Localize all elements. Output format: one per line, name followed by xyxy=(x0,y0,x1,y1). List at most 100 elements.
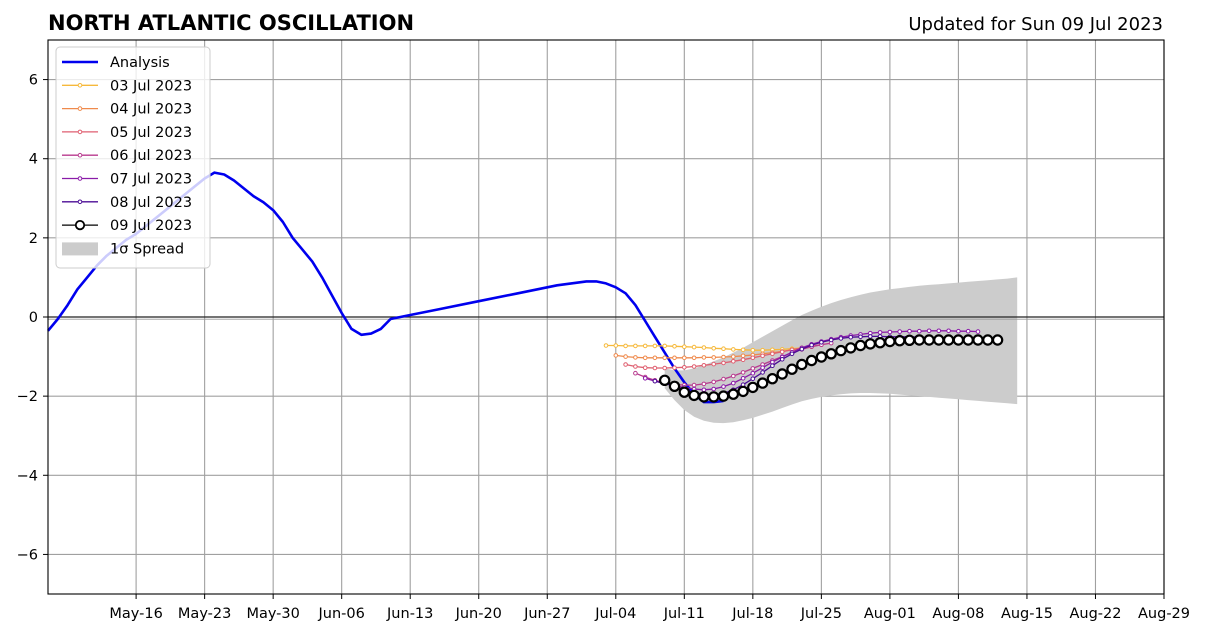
forecast-point xyxy=(874,337,886,349)
legend-label: 06 Jul 2023 xyxy=(110,148,192,164)
forecast-point xyxy=(799,346,805,352)
forecast-point xyxy=(750,366,756,371)
legend-marker xyxy=(77,83,83,88)
forecast-point xyxy=(633,355,638,360)
y-tick-label: 0 xyxy=(29,310,38,326)
forecast-point xyxy=(652,355,658,361)
forecast-point xyxy=(740,376,746,381)
forecast-point xyxy=(750,370,756,376)
forecast-point xyxy=(926,328,932,334)
forecast-point xyxy=(933,334,945,346)
forecast-point xyxy=(721,360,726,366)
legend-label: 1σ Spread xyxy=(110,241,184,257)
forecast-point xyxy=(740,347,746,353)
forecast-point xyxy=(972,334,984,346)
forecast-point xyxy=(633,370,638,376)
forecast-point xyxy=(652,378,658,384)
x-tick-label: May-30 xyxy=(246,606,299,622)
legend-label: 05 Jul 2023 xyxy=(110,125,192,141)
forecast-point xyxy=(701,363,707,368)
forecast-point xyxy=(721,346,726,352)
forecast-point xyxy=(952,334,965,346)
forecast-point xyxy=(711,355,717,360)
forecast-point xyxy=(711,346,717,351)
forecast-point xyxy=(642,343,648,349)
legend-entry: 06 Jul 2023 xyxy=(62,148,192,164)
forecast-point xyxy=(750,376,756,382)
forecast-point xyxy=(672,344,677,349)
forecast-point xyxy=(770,351,775,357)
forecast-point xyxy=(740,353,746,359)
forecast-point xyxy=(701,345,707,350)
legend: Analysis 03 Jul 2023 04 Jul 2023 05 Jul 202… xyxy=(55,46,211,269)
forecast-point xyxy=(923,334,935,346)
legend-entry: 08 Jul 2023 xyxy=(62,195,192,211)
forecast-point xyxy=(659,374,671,386)
forecast-point xyxy=(760,347,765,353)
x-tick-label: Jul-04 xyxy=(594,606,636,622)
forecast-point xyxy=(652,365,658,371)
x-tick-label: May-16 xyxy=(109,606,162,622)
forecast-point xyxy=(662,343,668,349)
forecast-point xyxy=(731,347,736,352)
legend-label: 04 Jul 2023 xyxy=(110,102,192,118)
forecast-point xyxy=(819,340,824,345)
forecast-point xyxy=(633,343,638,349)
forecast-point xyxy=(913,334,926,346)
forecast-point xyxy=(691,355,697,361)
forecast-point xyxy=(711,379,717,385)
forecast-point xyxy=(701,355,707,360)
forecast-point xyxy=(965,328,971,334)
forecast-point xyxy=(711,361,717,367)
forecast-point xyxy=(887,329,893,335)
x-tick-label: Aug-22 xyxy=(1069,606,1121,622)
forecast-point xyxy=(760,370,765,375)
forecast-point xyxy=(740,357,746,363)
forecast-point xyxy=(750,355,756,361)
legend-marker xyxy=(77,152,83,158)
legend-label: Analysis xyxy=(110,55,170,71)
forecast-point xyxy=(756,377,769,389)
forecast-point xyxy=(848,334,854,340)
forecast-point xyxy=(917,328,922,334)
forecast-point xyxy=(854,339,867,352)
forecast-point xyxy=(805,354,818,367)
forecast-point xyxy=(786,363,798,375)
forecast-point xyxy=(642,355,648,361)
forecast-point xyxy=(825,348,837,360)
forecast-point xyxy=(845,342,857,354)
forecast-point xyxy=(682,355,687,361)
forecast-point xyxy=(982,334,994,346)
forecast-point xyxy=(633,364,638,369)
forecast-point xyxy=(884,335,896,348)
chart-title: NORTH ATLANTIC OSCILLATION xyxy=(48,11,414,35)
forecast-point xyxy=(721,384,726,389)
forecast-point xyxy=(731,373,736,379)
legend-label: 09 Jul 2023 xyxy=(110,218,192,234)
forecast-point xyxy=(975,329,981,334)
forecast-point xyxy=(903,334,916,346)
forecast-point xyxy=(731,380,736,386)
forecast-point xyxy=(991,334,1004,346)
forecast-point xyxy=(691,364,697,369)
forecast-point xyxy=(701,387,707,393)
forecast-point xyxy=(623,354,628,359)
forecast-point xyxy=(809,342,814,348)
forecast-point xyxy=(711,386,717,392)
x-tick-label: Aug-01 xyxy=(864,606,916,622)
x-tick-label: Jul-18 xyxy=(731,606,773,622)
forecast-point xyxy=(946,328,951,334)
x-tick-label: Aug-29 xyxy=(1138,606,1190,622)
legend-marker xyxy=(77,129,83,135)
axes: May-16 May-23 May-30 Jun-06 Jun-13 Jun-20 Jun-… xyxy=(17,39,1190,622)
forecast-point xyxy=(721,354,726,360)
forecast-point xyxy=(678,386,691,398)
forecast-point xyxy=(962,334,974,346)
forecast-point xyxy=(779,349,785,355)
forecast-point xyxy=(877,330,883,335)
x-tick-label: Jun-27 xyxy=(523,606,570,622)
y-tick-label: −2 xyxy=(17,389,38,405)
forecast-point xyxy=(642,376,648,381)
